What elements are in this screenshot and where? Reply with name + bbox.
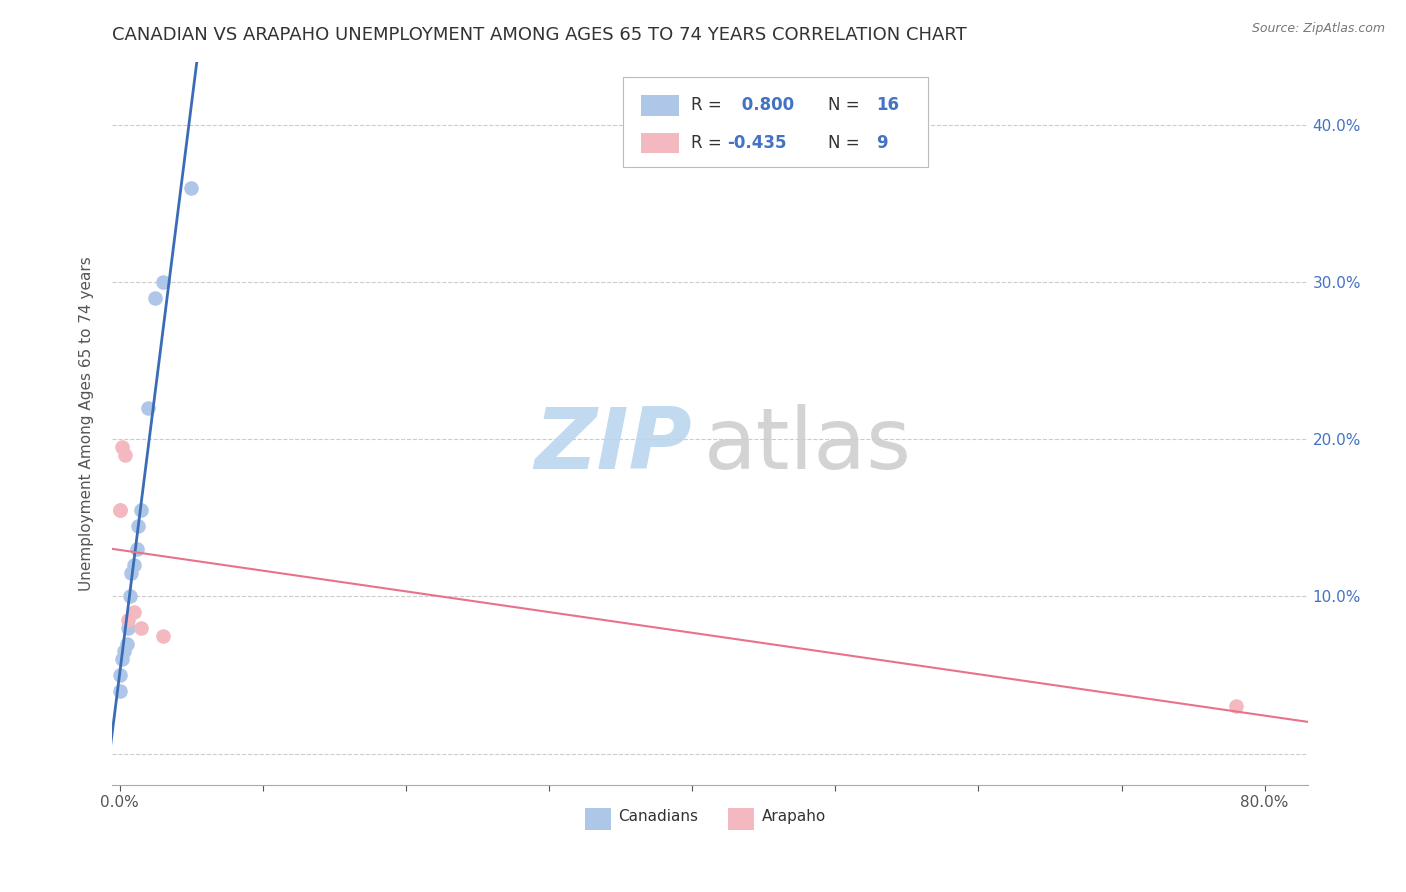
Point: [152, 276, 174, 290]
Point: [108, 503, 131, 517]
Point: [108, 503, 131, 517]
Point: [117, 613, 139, 627]
Point: [117, 621, 139, 635]
Point: [136, 401, 159, 415]
Point: [180, 181, 202, 195]
Point: [111, 440, 134, 454]
Text: R =: R =: [690, 134, 727, 152]
Text: N =: N =: [828, 134, 865, 152]
Text: ZIP: ZIP: [534, 404, 692, 487]
Point: [115, 637, 138, 651]
Y-axis label: Unemployment Among Ages 65 to 74 years: Unemployment Among Ages 65 to 74 years: [79, 256, 94, 591]
Text: 9: 9: [876, 134, 887, 152]
Text: 0.800: 0.800: [737, 96, 794, 114]
Text: N =: N =: [828, 96, 865, 114]
Point: [122, 558, 145, 572]
Text: Canadians: Canadians: [619, 808, 697, 823]
Text: CANADIAN VS ARAPAHO UNEMPLOYMENT AMONG AGES 65 TO 74 YEARS CORRELATION CHART: CANADIAN VS ARAPAHO UNEMPLOYMENT AMONG A…: [112, 26, 967, 45]
Text: -0.435: -0.435: [727, 134, 786, 152]
Point: [125, 542, 148, 557]
Text: Source: ZipAtlas.com: Source: ZipAtlas.com: [1251, 22, 1385, 36]
FancyBboxPatch shape: [728, 808, 754, 830]
Point: [129, 503, 152, 517]
Point: [145, 291, 167, 305]
Point: [118, 590, 141, 604]
FancyBboxPatch shape: [585, 808, 610, 830]
Text: R =: R =: [690, 96, 727, 114]
Text: Arapaho: Arapaho: [762, 808, 825, 823]
FancyBboxPatch shape: [641, 95, 679, 116]
Point: [111, 652, 134, 666]
Point: [114, 448, 136, 462]
Point: [108, 668, 131, 682]
Point: [129, 621, 152, 635]
Point: [108, 683, 131, 698]
Point: [122, 605, 145, 619]
Text: atlas: atlas: [704, 404, 912, 487]
Point: [1225, 699, 1247, 714]
Point: [120, 566, 142, 580]
Text: 16: 16: [876, 96, 900, 114]
Point: [127, 518, 149, 533]
Point: [152, 629, 174, 643]
FancyBboxPatch shape: [623, 77, 928, 167]
Point: [112, 644, 135, 658]
FancyBboxPatch shape: [641, 133, 679, 153]
